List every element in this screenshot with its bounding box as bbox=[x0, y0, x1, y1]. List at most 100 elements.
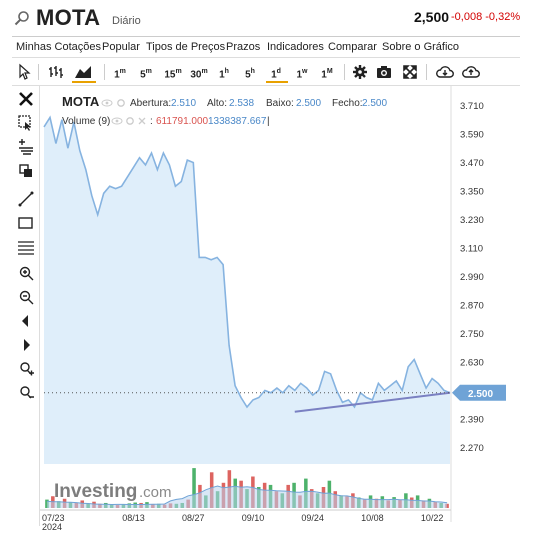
rectangle-tool-icon[interactable] bbox=[17, 214, 35, 232]
close-icon[interactable] bbox=[138, 117, 146, 125]
legend-close-value: 2.500 bbox=[362, 98, 387, 109]
y-tick-label: 3.230 bbox=[460, 215, 484, 226]
toolbar-divider bbox=[104, 64, 105, 80]
menu-comparar[interactable]: Comparar bbox=[328, 41, 377, 53]
camera-icon[interactable] bbox=[376, 63, 392, 81]
bars-chart-icon[interactable] bbox=[48, 63, 64, 81]
menu-indicadores[interactable]: Indicadores bbox=[267, 41, 324, 53]
y-tick-label: 2.390 bbox=[460, 414, 484, 425]
investing-watermark: Investing .com bbox=[54, 481, 172, 502]
gear-icon[interactable] bbox=[126, 117, 134, 125]
magnet-right-icon[interactable] bbox=[17, 336, 35, 354]
x-tick-label: 08/13 bbox=[122, 513, 145, 523]
x-tick-label: 10/22 bbox=[421, 513, 444, 523]
legend-symbol: MOTA bbox=[62, 94, 100, 109]
cloud-download-icon[interactable] bbox=[436, 63, 454, 81]
zoom-range-out-icon[interactable] bbox=[17, 384, 35, 402]
search-icon[interactable] bbox=[14, 10, 30, 26]
toolbar-divider bbox=[38, 64, 39, 80]
interval-30m[interactable]: 30m bbox=[190, 68, 208, 81]
legend-low-value: 2.500 bbox=[296, 98, 321, 109]
gear-icon[interactable] bbox=[117, 99, 125, 107]
watermark-suffix: .com bbox=[139, 484, 172, 501]
price-line bbox=[43, 115, 451, 409]
y-tick-label: 3.590 bbox=[460, 129, 484, 140]
cursor-icon[interactable] bbox=[17, 63, 31, 81]
eye-icon[interactable] bbox=[101, 99, 113, 107]
y-tick-label: 3.470 bbox=[460, 158, 484, 169]
ohlc-legend: MOTA Abertura: 2.510 Alto: 2.538 Baixo: … bbox=[62, 94, 387, 127]
legend-close-label: Fecho: bbox=[332, 98, 363, 109]
menu-tipos-de-precos[interactable]: Tipos de Preços bbox=[146, 41, 226, 53]
zoom-range-in-icon[interactable] bbox=[17, 360, 35, 378]
horizontal-lines-icon[interactable] bbox=[17, 238, 35, 256]
eye-icon[interactable] bbox=[111, 117, 123, 125]
volume-cursor: | bbox=[267, 116, 270, 127]
area-chart-icon[interactable] bbox=[74, 63, 92, 81]
cloud-upload-icon[interactable] bbox=[462, 63, 480, 81]
chart-canvas[interactable]: Investing .com 2.500 3.710 3.590 3.470 3.35… bbox=[40, 86, 520, 536]
legend-open-label: Abertura: bbox=[130, 98, 171, 109]
x-tick-label: 10/08 bbox=[361, 513, 384, 523]
y-tick-label: 3.350 bbox=[460, 186, 484, 197]
x-tick-label: 07/23 bbox=[42, 513, 65, 523]
close-icon[interactable] bbox=[17, 90, 35, 108]
current-price-label: 2.500 bbox=[468, 389, 493, 400]
copy-icon[interactable] bbox=[17, 162, 35, 180]
trend-line-icon[interactable] bbox=[17, 190, 35, 208]
volume-average-area bbox=[46, 486, 448, 508]
zoom-out-icon[interactable] bbox=[17, 288, 35, 306]
toolbar-divider bbox=[344, 64, 345, 80]
volume-label: Volume (9) bbox=[62, 116, 110, 127]
interval-1M[interactable]: 1M bbox=[321, 68, 333, 81]
legend-low-label: Baixo: bbox=[266, 98, 294, 109]
x-tick-year-label: 2024 bbox=[42, 522, 62, 532]
price-area-fill bbox=[44, 117, 450, 465]
price-area bbox=[43, 115, 451, 465]
current-price-line: 2.500 bbox=[44, 384, 506, 401]
crosshair-tool-icon[interactable] bbox=[17, 138, 35, 156]
timeframe-label: Diário bbox=[112, 15, 141, 27]
interval-1h[interactable]: 1h bbox=[219, 68, 229, 81]
menu-popular[interactable]: Popular bbox=[102, 41, 140, 53]
interval-5m[interactable]: 5m bbox=[140, 68, 152, 81]
y-axis: 3.710 3.590 3.470 3.350 3.230 3.110 2.990 2.870… bbox=[450, 86, 484, 522]
ticker-symbol: MOTA bbox=[36, 5, 101, 30]
area-chart-active-indicator bbox=[72, 81, 96, 83]
quote-header: MOTA Diário 2,500 -0,008 -0,32% bbox=[0, 0, 533, 36]
volume-average-line bbox=[46, 485, 448, 506]
interval-active-indicator bbox=[266, 81, 288, 83]
y-tick-label: 2.750 bbox=[460, 329, 484, 340]
menu-minhas-cotacoes[interactable]: Minhas Cotações bbox=[16, 41, 101, 53]
zoom-in-icon[interactable] bbox=[17, 264, 35, 282]
y-tick-label: 2.630 bbox=[460, 357, 484, 368]
gear-icon[interactable] bbox=[352, 63, 368, 81]
menu-prazos[interactable]: Prazos bbox=[226, 41, 261, 53]
interval-1w[interactable]: 1w bbox=[296, 68, 308, 81]
interval-5h[interactable]: 5h bbox=[245, 68, 255, 81]
trendline-segment bbox=[294, 391, 451, 413]
y-tick-label: 2.870 bbox=[460, 300, 484, 311]
cursor-select-icon[interactable] bbox=[17, 114, 35, 132]
menu-sobre-o-grafico[interactable]: Sobre o Gráfico bbox=[382, 41, 460, 53]
legend-open-value: 2.510 bbox=[171, 98, 196, 109]
magnet-left-icon[interactable] bbox=[17, 312, 35, 330]
volume-value-2: 1338387.667 bbox=[208, 116, 267, 127]
interval-15m[interactable]: 15m bbox=[164, 68, 182, 81]
interval-1d[interactable]: 1d bbox=[271, 68, 281, 81]
x-tick-label: 09/24 bbox=[301, 513, 324, 523]
trendline[interactable] bbox=[294, 391, 451, 413]
y-tick-label: 3.110 bbox=[460, 243, 483, 254]
price-chart[interactable]: Investing .com 2.500 3.710 3.590 3.470 3.35… bbox=[40, 86, 520, 536]
y-tick-label: 3.710 bbox=[460, 101, 484, 112]
watermark-brand: Investing bbox=[54, 481, 137, 502]
legend-high-value: 2.538 bbox=[229, 98, 254, 109]
interval-1m[interactable]: 1m bbox=[114, 68, 126, 81]
fullscreen-icon[interactable] bbox=[402, 63, 418, 81]
y-tick-label: 2.270 bbox=[460, 443, 484, 454]
drawing-tools bbox=[12, 86, 40, 526]
volume-value-1: 611791.000 bbox=[156, 116, 209, 127]
volume-separator: : bbox=[150, 116, 153, 127]
x-tick-label: 08/27 bbox=[182, 513, 205, 523]
